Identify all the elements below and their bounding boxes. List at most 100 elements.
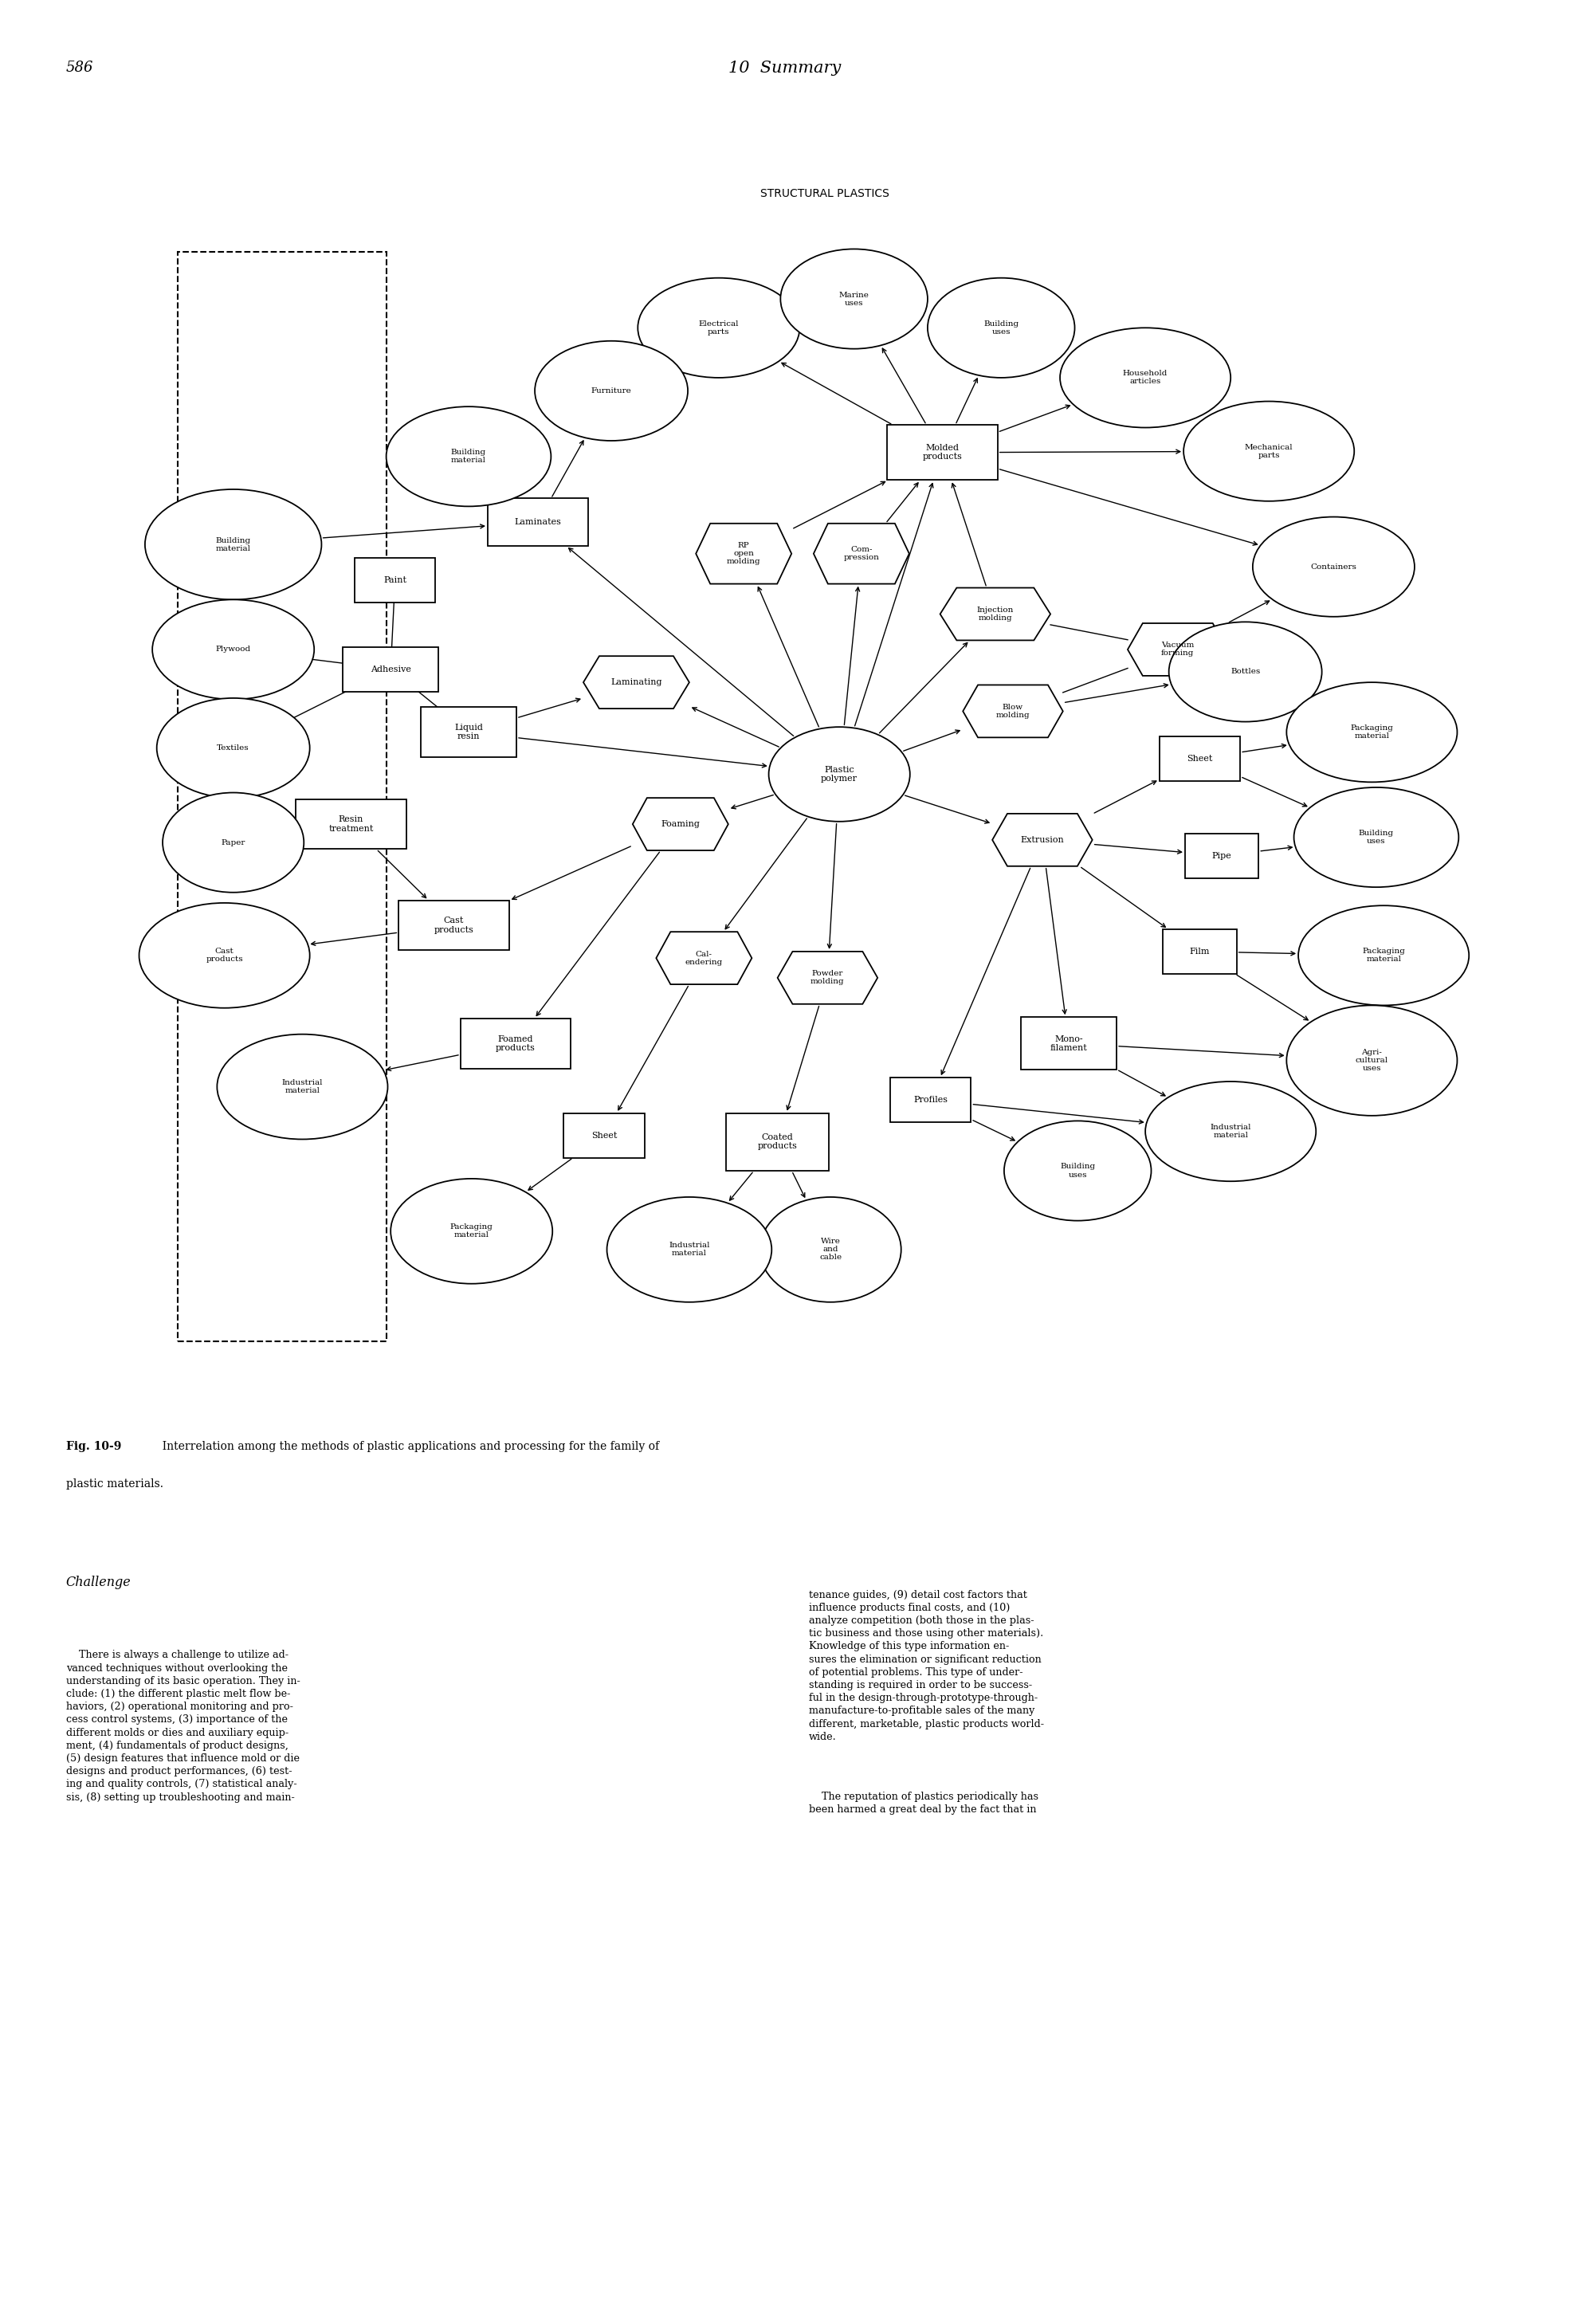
Text: Sheet: Sheet bbox=[590, 1132, 617, 1139]
Text: Paint: Paint bbox=[383, 576, 407, 583]
Polygon shape bbox=[813, 523, 909, 583]
Polygon shape bbox=[777, 951, 878, 1004]
Text: 586: 586 bbox=[66, 60, 94, 74]
Bar bbox=[1159, 737, 1240, 781]
Text: Packaging
material: Packaging material bbox=[1350, 725, 1393, 739]
Ellipse shape bbox=[1005, 1120, 1151, 1220]
Polygon shape bbox=[633, 797, 728, 851]
Ellipse shape bbox=[1253, 516, 1415, 616]
Text: Paper: Paper bbox=[221, 839, 245, 846]
Text: Com-
pression: Com- pression bbox=[843, 546, 879, 560]
Ellipse shape bbox=[163, 792, 305, 892]
Bar bbox=[342, 646, 438, 693]
Ellipse shape bbox=[769, 727, 911, 820]
Text: plastic materials.: plastic materials. bbox=[66, 1478, 163, 1490]
Text: Building
material: Building material bbox=[215, 537, 251, 553]
Text: Textiles: Textiles bbox=[217, 744, 250, 751]
Text: Molded
products: Molded products bbox=[923, 444, 962, 460]
Text: Cast
products: Cast products bbox=[206, 948, 243, 962]
Ellipse shape bbox=[140, 904, 309, 1009]
Text: Marine
uses: Marine uses bbox=[838, 290, 870, 307]
Bar bbox=[890, 1078, 970, 1122]
Text: STRUCTURAL PLASTICS: STRUCTURAL PLASTICS bbox=[760, 188, 889, 200]
Text: Adhesive: Adhesive bbox=[371, 665, 411, 674]
Text: Building
uses: Building uses bbox=[1358, 830, 1394, 846]
Ellipse shape bbox=[1060, 328, 1231, 428]
Bar bbox=[1163, 930, 1237, 974]
Text: Industrial
material: Industrial material bbox=[1210, 1125, 1251, 1139]
Text: tenance guides, (9) detail cost factors that
influence products final costs, and: tenance guides, (9) detail cost factors … bbox=[809, 1590, 1044, 1743]
Text: Pipe: Pipe bbox=[1212, 851, 1232, 860]
Polygon shape bbox=[940, 588, 1050, 641]
Bar bbox=[1185, 834, 1259, 878]
Text: Furniture: Furniture bbox=[590, 388, 631, 395]
Bar bbox=[355, 558, 435, 602]
Text: Cal-
endering: Cal- endering bbox=[685, 951, 722, 967]
Text: Laminates: Laminates bbox=[515, 518, 560, 525]
Text: Foaming: Foaming bbox=[661, 820, 700, 827]
Bar bbox=[1020, 1018, 1116, 1069]
Bar bbox=[421, 706, 517, 758]
Text: Profiles: Profiles bbox=[914, 1097, 948, 1104]
Text: 10  Summary: 10 Summary bbox=[728, 60, 842, 77]
Ellipse shape bbox=[1286, 683, 1457, 783]
Ellipse shape bbox=[391, 1178, 553, 1283]
Polygon shape bbox=[962, 686, 1063, 737]
Ellipse shape bbox=[386, 407, 551, 507]
Ellipse shape bbox=[637, 279, 799, 379]
Ellipse shape bbox=[1298, 906, 1470, 1006]
Text: Industrial
material: Industrial material bbox=[669, 1241, 710, 1257]
Text: Mechanical
parts: Mechanical parts bbox=[1245, 444, 1294, 458]
Ellipse shape bbox=[928, 279, 1075, 379]
Text: Challenge: Challenge bbox=[66, 1576, 130, 1590]
Bar bbox=[460, 1018, 571, 1069]
Ellipse shape bbox=[152, 600, 314, 700]
Text: Sheet: Sheet bbox=[1187, 755, 1212, 762]
Polygon shape bbox=[696, 523, 791, 583]
Text: Fig. 10-9: Fig. 10-9 bbox=[66, 1441, 121, 1452]
Bar bbox=[564, 1113, 644, 1157]
Ellipse shape bbox=[1286, 1006, 1457, 1116]
Text: Powder
molding: Powder molding bbox=[810, 969, 845, 985]
Text: Agri-
cultural
uses: Agri- cultural uses bbox=[1355, 1048, 1388, 1071]
Text: Injection
molding: Injection molding bbox=[977, 607, 1014, 621]
Text: Liquid
resin: Liquid resin bbox=[454, 723, 484, 741]
Text: Packaging
material: Packaging material bbox=[451, 1225, 493, 1239]
Bar bbox=[295, 799, 407, 848]
Text: Mono-
filament: Mono- filament bbox=[1050, 1034, 1088, 1053]
Text: Blow
molding: Blow molding bbox=[995, 704, 1030, 718]
Polygon shape bbox=[1127, 623, 1228, 676]
Text: Foamed
products: Foamed products bbox=[496, 1034, 535, 1053]
Ellipse shape bbox=[217, 1034, 388, 1139]
Text: Packaging
material: Packaging material bbox=[1363, 948, 1405, 962]
Text: Electrical
parts: Electrical parts bbox=[699, 321, 739, 335]
Text: Laminating: Laminating bbox=[611, 679, 663, 686]
Text: Containers: Containers bbox=[1311, 562, 1356, 569]
Ellipse shape bbox=[1184, 402, 1355, 502]
Polygon shape bbox=[992, 813, 1093, 867]
Ellipse shape bbox=[1168, 623, 1322, 723]
Text: Building
uses: Building uses bbox=[1060, 1164, 1096, 1178]
Text: Interrelation among the methods of plastic applications and processing for the f: Interrelation among the methods of plast… bbox=[155, 1441, 659, 1452]
Text: Bottles: Bottles bbox=[1231, 669, 1261, 676]
Ellipse shape bbox=[157, 697, 309, 797]
Text: Wire
and
cable: Wire and cable bbox=[820, 1239, 842, 1262]
Text: There is always a challenge to utilize ad-
vanced techniques without overlooking: There is always a challenge to utilize a… bbox=[66, 1650, 300, 1803]
Text: Extrusion: Extrusion bbox=[1020, 837, 1064, 844]
Bar bbox=[488, 500, 587, 546]
Ellipse shape bbox=[535, 342, 688, 442]
Text: Cast
products: Cast products bbox=[433, 916, 474, 934]
Text: Vacuum
forming: Vacuum forming bbox=[1162, 641, 1195, 658]
Text: Industrial
material: Industrial material bbox=[283, 1078, 323, 1095]
Bar bbox=[399, 899, 509, 951]
Text: Film: Film bbox=[1190, 948, 1210, 955]
Polygon shape bbox=[584, 655, 689, 709]
Bar bbox=[725, 1113, 829, 1171]
Text: Coated
products: Coated products bbox=[758, 1134, 798, 1150]
Text: Building
material: Building material bbox=[451, 449, 487, 465]
Ellipse shape bbox=[608, 1197, 772, 1301]
Ellipse shape bbox=[144, 490, 322, 600]
Text: Household
articles: Household articles bbox=[1123, 370, 1168, 386]
Ellipse shape bbox=[760, 1197, 901, 1301]
Text: RP
open
molding: RP open molding bbox=[727, 541, 761, 565]
